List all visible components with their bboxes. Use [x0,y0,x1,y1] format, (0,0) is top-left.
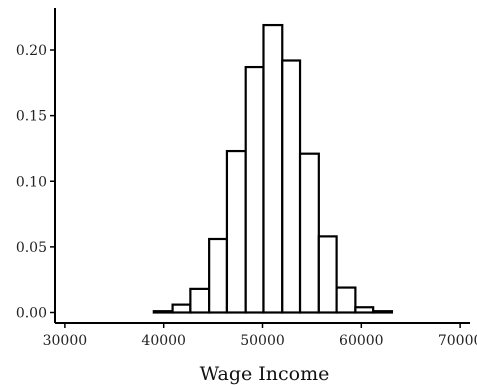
x-tick-label: 50000 [240,333,285,349]
histogram-bar-13 [372,310,394,314]
y-tick-label: 0.10 [16,174,47,190]
x-tick-label: 30000 [43,333,88,349]
x-tick-label: 60000 [339,333,384,349]
x-tick-label: 70000 [438,333,477,349]
histogram-bar-9 [298,152,320,314]
histogram-bar-10 [317,235,338,314]
histogram-bar-11 [335,286,357,314]
y-tick-label: 0.05 [16,240,47,256]
x-axis-title: Wage Income [200,363,330,385]
histogram-bar-2 [171,303,192,314]
x-tick-label: 40000 [141,333,186,349]
histogram-bar-7 [262,23,284,314]
y-tick-label: 0.00 [16,306,47,322]
histogram-bar-1 [152,310,174,314]
histogram-bar-3 [189,287,211,314]
histogram-bar-5 [225,149,247,314]
y-tick-label: 0.20 [16,43,47,59]
histogram-bar-6 [244,65,265,314]
histogram-bar-8 [281,59,302,314]
y-tick-label: 0.15 [16,109,47,125]
histogram-bar-4 [208,237,229,314]
axes-group: 0.00 0.05 0.10 0.15 0.20 30000 40000 50000 60000… [16,8,477,349]
bars-group [152,23,394,314]
histogram-bar-12 [354,306,375,314]
